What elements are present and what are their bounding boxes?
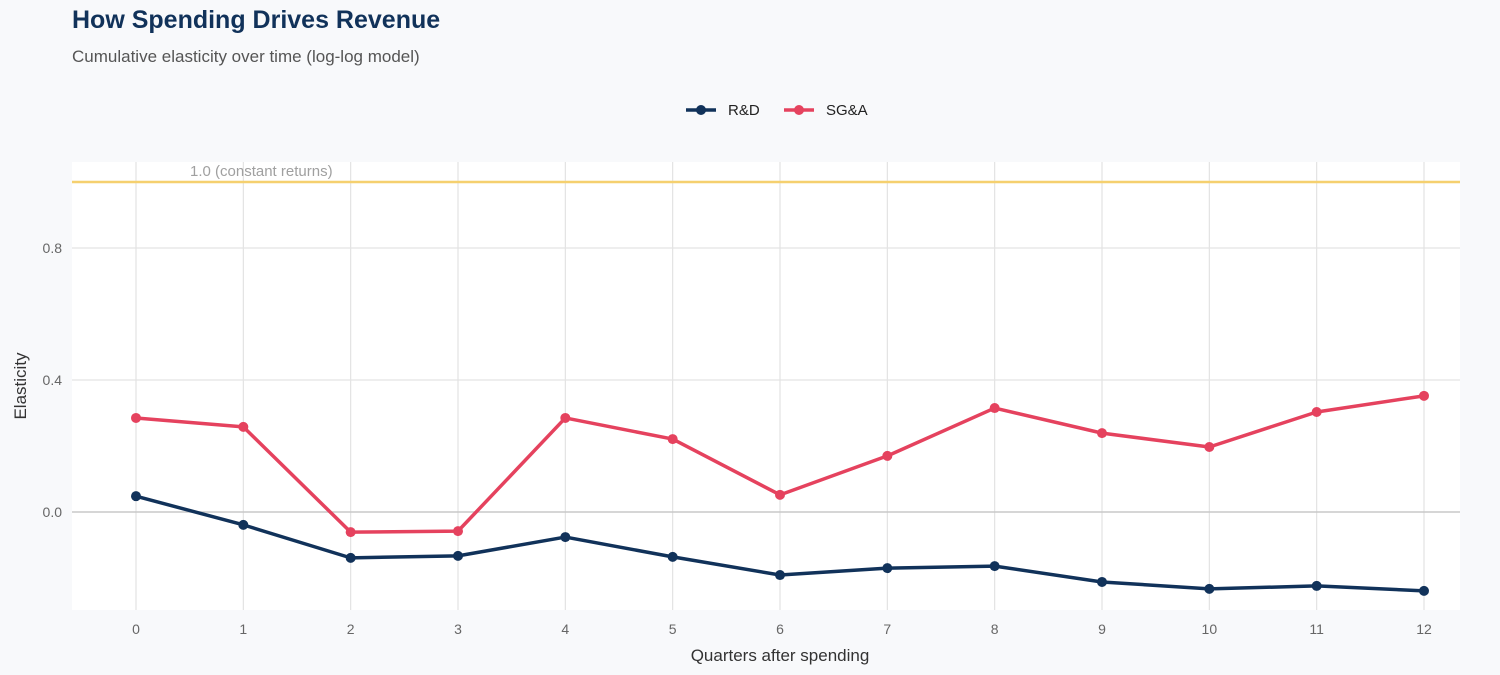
y-tick-label: 0.0 — [43, 504, 63, 520]
data-point-sga — [560, 412, 571, 423]
data-point-sga — [238, 421, 249, 432]
legend-key-point — [794, 105, 804, 115]
legend-label: R&D — [728, 102, 760, 119]
data-point-sga — [989, 403, 1000, 414]
data-point-sga — [775, 489, 785, 500]
data-point-sga — [131, 412, 141, 423]
data-point-sga — [1097, 428, 1107, 439]
data-point-rd — [238, 519, 249, 530]
data-point-rd — [345, 552, 356, 563]
data-point-sga — [453, 526, 463, 537]
x-tick-label: 10 — [1202, 621, 1218, 637]
data-point-rd — [882, 563, 893, 574]
chart-subtitle: Cumulative elasticity over time (log-log… — [72, 47, 420, 66]
data-point-rd — [667, 551, 678, 562]
x-tick-label: 3 — [454, 621, 462, 637]
y-tick-label: 0.4 — [43, 372, 63, 388]
data-point-sga — [1204, 441, 1215, 452]
y-tick-label: 0.8 — [43, 240, 63, 256]
legend-item-rd: R&D — [686, 102, 760, 119]
chart-title: How Spending Drives Revenue — [72, 6, 441, 34]
data-point-sga — [1419, 390, 1429, 401]
data-point-rd — [1097, 576, 1107, 587]
legend-key-point — [696, 105, 706, 115]
x-tick-label: 7 — [883, 621, 891, 637]
data-point-rd — [775, 570, 785, 581]
x-tick-label: 5 — [669, 621, 677, 637]
x-tick-label: 9 — [1098, 621, 1106, 637]
y-axis-label: Elasticity — [11, 352, 30, 420]
data-point-rd — [560, 532, 571, 543]
data-point-sga — [667, 434, 678, 445]
x-tick-label: 11 — [1309, 621, 1324, 637]
plot-panel — [72, 162, 1460, 610]
data-point-rd — [989, 561, 1000, 572]
data-point-sga — [345, 527, 356, 538]
legend-label: SG&A — [826, 102, 868, 119]
x-tick-label: 2 — [347, 621, 355, 637]
x-tick-label: 1 — [239, 621, 247, 637]
x-tick-label: 6 — [776, 621, 784, 637]
x-tick-label: 4 — [561, 621, 569, 637]
reference-line-label: 1.0 (constant returns) — [190, 163, 333, 180]
data-point-rd — [131, 491, 141, 502]
x-tick-label: 8 — [991, 621, 999, 637]
data-point-sga — [1311, 407, 1322, 418]
data-point-rd — [1204, 583, 1215, 594]
x-tick-label: 0 — [132, 621, 140, 637]
x-tick-label: 12 — [1416, 621, 1432, 637]
legend-item-sga: SG&A — [784, 102, 868, 119]
data-point-rd — [1311, 580, 1322, 591]
data-point-rd — [1419, 585, 1429, 596]
data-point-rd — [453, 550, 463, 561]
x-axis-label: Quarters after spending — [691, 646, 870, 665]
data-point-sga — [882, 450, 893, 461]
